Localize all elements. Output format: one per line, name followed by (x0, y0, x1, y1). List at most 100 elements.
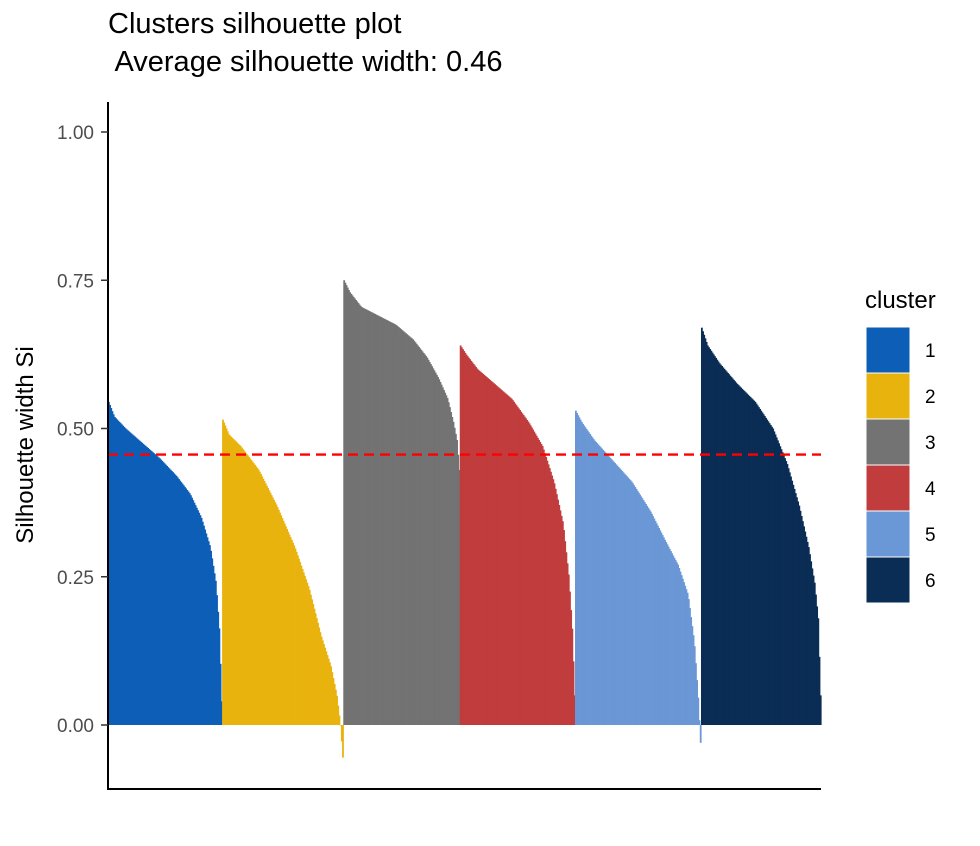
silhouette-bar (300, 565, 303, 725)
silhouette-bar (785, 461, 788, 725)
silhouette-bar (421, 351, 424, 725)
silhouette-bar (241, 447, 243, 725)
silhouette-bar (420, 349, 423, 725)
silhouette-bar (165, 464, 167, 725)
silhouette-bar (525, 418, 527, 725)
silhouette-bar (779, 446, 782, 725)
silhouette-bar (137, 439, 140, 725)
silhouette-bar (731, 378, 734, 725)
silhouette-bar (653, 518, 656, 725)
silhouette-bar (495, 385, 498, 725)
silhouette-bar (533, 431, 536, 725)
silhouette-bar (122, 425, 125, 725)
silhouette-bar (594, 440, 596, 725)
silhouette-bar (465, 354, 468, 725)
silhouette-bar (772, 428, 775, 725)
silhouette-bar (683, 582, 685, 725)
silhouette-bar (616, 465, 619, 725)
silhouette-bar (510, 398, 513, 725)
silhouette-bar (496, 386, 499, 725)
silhouette-bar (136, 438, 139, 725)
silhouette-bar (235, 441, 237, 725)
silhouette-bar (127, 430, 129, 725)
silhouette-bar (739, 386, 741, 725)
silhouette-bar (787, 468, 790, 725)
silhouette-bar (658, 527, 660, 725)
silhouette-bar (233, 440, 236, 725)
silhouette-bar (685, 589, 688, 725)
silhouette-bar (597, 444, 600, 725)
silhouette-bar (261, 476, 264, 725)
silhouette-bar (788, 472, 791, 725)
silhouette-bar (111, 411, 114, 725)
y-tick-label: 1.00 (57, 123, 94, 144)
bars-layer (108, 280, 822, 758)
silhouette-bar (416, 345, 419, 725)
silhouette-bar (426, 357, 429, 725)
silhouette-bar (638, 492, 640, 725)
silhouette-bar (662, 537, 665, 725)
silhouette-bar (358, 304, 361, 725)
silhouette-bar (812, 575, 815, 725)
silhouette-bar (470, 360, 473, 725)
silhouette-bar (674, 560, 677, 725)
silhouette-bar (344, 282, 347, 725)
silhouette-bar (331, 672, 334, 725)
silhouette-bar (576, 412, 578, 725)
silhouette-bar (487, 378, 489, 725)
silhouette-bar (310, 594, 312, 725)
silhouette-bar (520, 411, 523, 725)
silhouette-bar (332, 678, 335, 725)
silhouette-bar (579, 419, 582, 725)
silhouette-bar (397, 327, 400, 725)
silhouette-bar (734, 381, 737, 725)
silhouette-bar (151, 452, 154, 725)
silhouette-bar (659, 530, 662, 725)
silhouette-bar (740, 387, 742, 725)
silhouette-bar (119, 423, 122, 725)
silhouette-bar (364, 309, 367, 725)
silhouette-bar (375, 314, 378, 725)
silhouette-bar (453, 427, 456, 725)
silhouette-bar (792, 484, 795, 725)
silhouette-bar (696, 680, 699, 725)
silhouette-bar (450, 412, 453, 725)
silhouette-bar (273, 499, 275, 725)
silhouette-bar (786, 464, 789, 725)
silhouette-bar (749, 397, 752, 725)
silhouette-bar (666, 544, 669, 725)
silhouette-bar (811, 568, 814, 725)
legend-layer: cluster 1 2 3 4 5 6 (865, 287, 936, 604)
silhouette-bar (514, 403, 517, 725)
silhouette-bar (488, 379, 491, 725)
silhouette-bar (657, 525, 659, 725)
silhouette-bar (476, 368, 479, 725)
silhouette-bar (451, 416, 454, 725)
silhouette-bar (409, 337, 412, 725)
silhouette-bar (539, 441, 542, 725)
silhouette-bar (242, 449, 245, 725)
silhouette-bar (677, 564, 679, 725)
silhouette-bar (754, 401, 757, 725)
silhouette-bar (394, 324, 397, 725)
silhouette-bar (249, 458, 252, 725)
silhouette-bar (257, 469, 260, 725)
silhouette-bar (793, 488, 796, 725)
silhouette-bar (516, 406, 519, 725)
silhouette-bar (197, 510, 199, 725)
silhouette-bar (449, 407, 451, 725)
silhouette-bar (337, 705, 340, 725)
silhouette-bar (434, 372, 437, 725)
cluster-4-bars (459, 345, 576, 725)
silhouette-bar (560, 515, 563, 725)
silhouette-bar (205, 533, 208, 725)
silhouette-bar (799, 510, 802, 725)
silhouette-bar (312, 604, 315, 725)
silhouette-bar (693, 646, 696, 725)
silhouette-bar (702, 331, 704, 725)
silhouette-bar (277, 509, 280, 725)
silhouette-bar (339, 725, 342, 726)
silhouette-bar (584, 427, 587, 725)
silhouette-bar (621, 471, 624, 725)
silhouette-bar (686, 592, 689, 725)
